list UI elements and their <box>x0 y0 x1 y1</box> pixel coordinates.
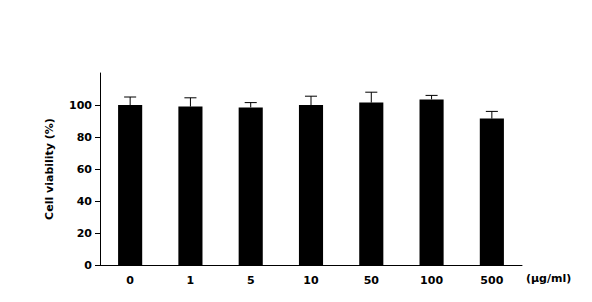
svg-text:Cell viability (%): Cell viability (%) <box>43 118 56 220</box>
svg-text:20: 20 <box>77 227 93 240</box>
svg-text:50: 50 <box>364 274 380 287</box>
svg-text:1: 1 <box>187 274 195 287</box>
svg-text:0: 0 <box>84 259 92 272</box>
svg-text:100: 100 <box>69 99 92 112</box>
svg-text:60: 60 <box>77 163 93 176</box>
svg-text:10: 10 <box>303 274 319 287</box>
svg-text:80: 80 <box>77 131 93 144</box>
svg-text:(μg/ml): (μg/ml) <box>526 272 571 285</box>
svg-text:100: 100 <box>420 274 443 287</box>
svg-text:500: 500 <box>480 274 503 287</box>
svg-text:40: 40 <box>77 195 93 208</box>
svg-text:5: 5 <box>247 274 255 287</box>
svg-text:0: 0 <box>126 274 134 287</box>
